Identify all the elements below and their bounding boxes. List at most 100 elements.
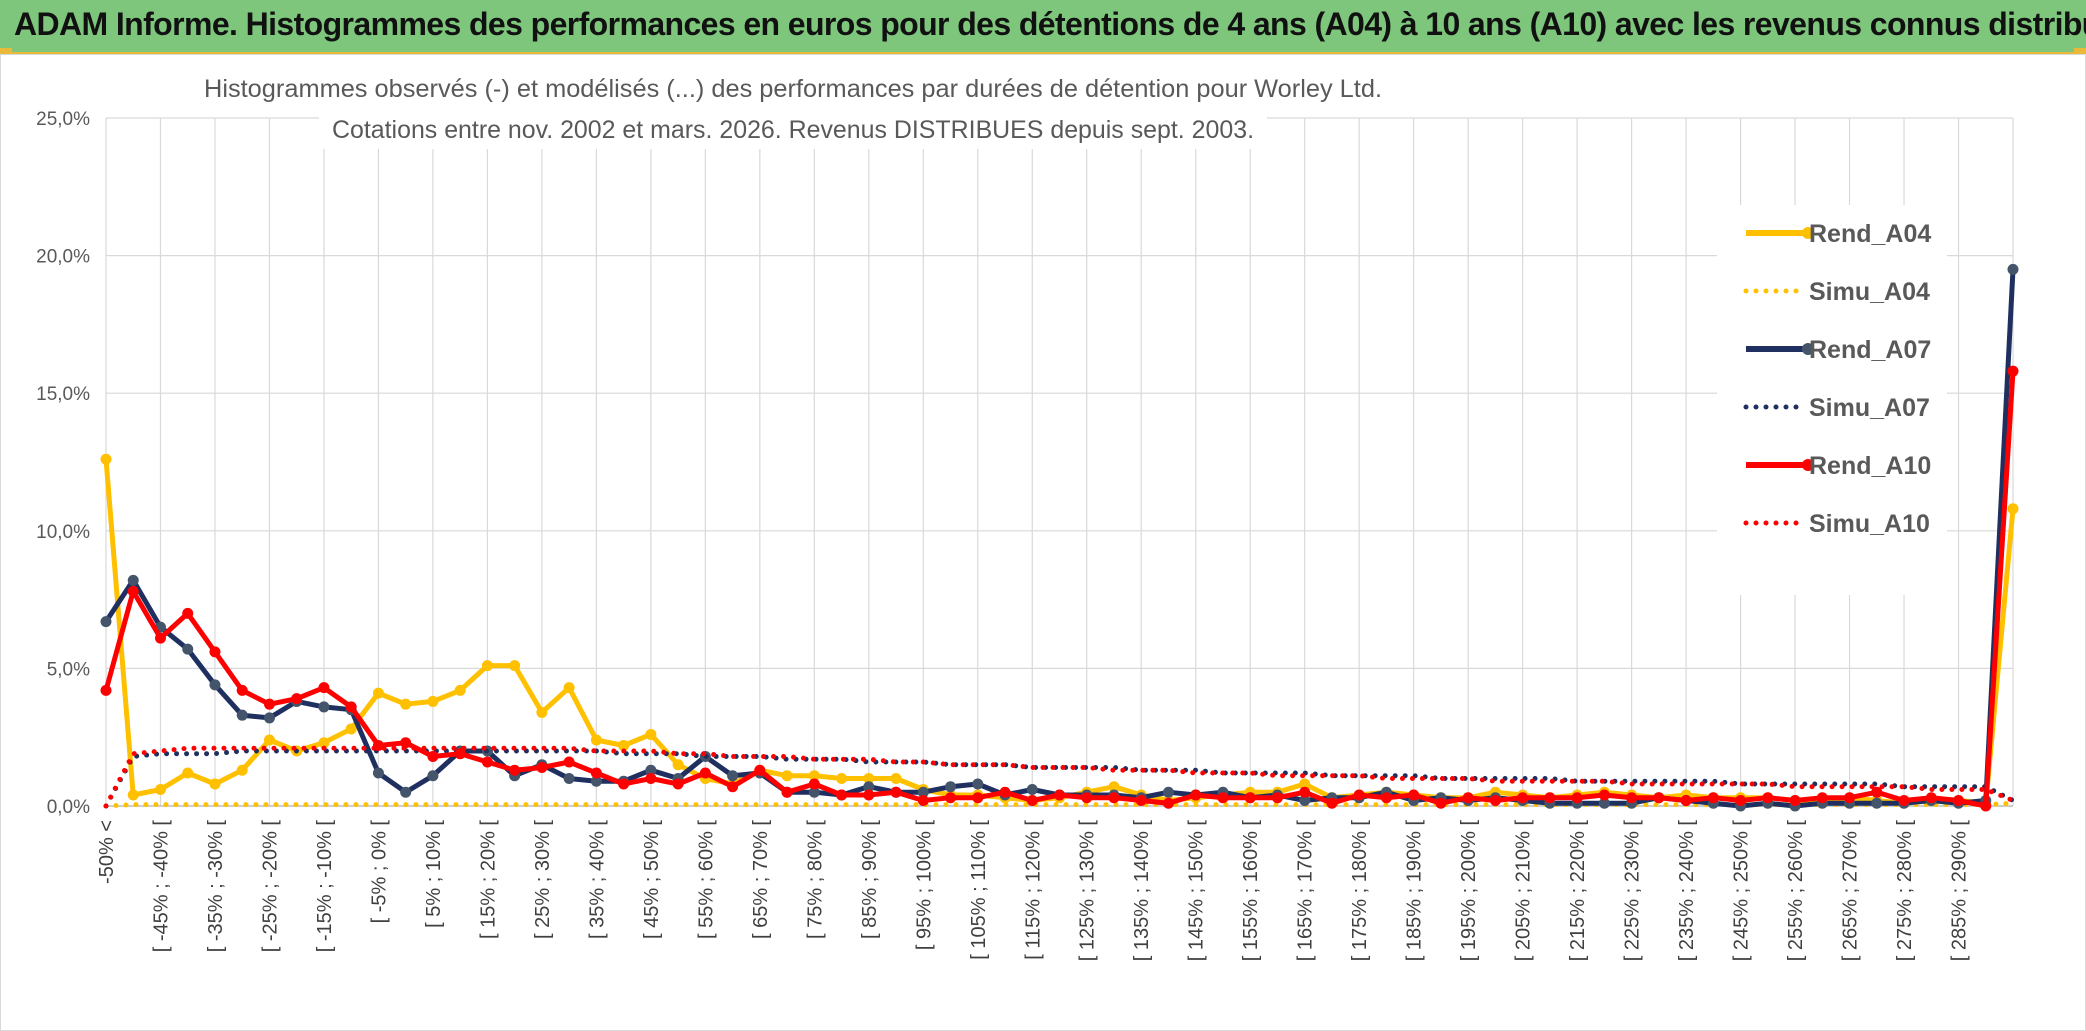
x-tick-label: [ 155% ; 160% [ xyxy=(1240,820,1262,962)
data-point xyxy=(672,759,684,771)
data-point xyxy=(1980,800,1992,812)
x-tick-label: [ -5% ; 0% [ xyxy=(368,820,390,924)
data-point xyxy=(1598,789,1610,801)
x-tick-label: [ 115% ; 120% [ xyxy=(1022,820,1044,960)
data-point xyxy=(1408,789,1420,801)
legend-marker xyxy=(1802,227,1814,239)
data-point xyxy=(400,698,412,710)
data-point xyxy=(1026,794,1038,806)
data-point xyxy=(182,767,194,779)
data-point xyxy=(536,761,548,773)
data-point xyxy=(1925,792,1937,804)
data-point xyxy=(1353,789,1365,801)
data-point xyxy=(400,737,412,749)
series-layer xyxy=(100,263,2019,812)
data-point xyxy=(1380,792,1392,804)
data-point xyxy=(863,789,875,801)
x-tick-label: [ 235% ; 240% [ xyxy=(1676,820,1698,962)
data-point xyxy=(263,698,275,710)
x-tick-label: [ -35% ; -30% [ xyxy=(205,820,227,953)
series-Simu_A10 xyxy=(103,745,2016,809)
legend-item-Rend_A10: Rend_A10 xyxy=(1746,452,1931,480)
data-point xyxy=(454,748,466,760)
data-point xyxy=(1190,789,1202,801)
data-point xyxy=(1435,797,1447,809)
data-point xyxy=(917,794,929,806)
data-point xyxy=(1626,792,1638,804)
x-tick-label: [ 15% ; 20% [ xyxy=(477,820,499,939)
data-point xyxy=(1326,797,1338,809)
data-point xyxy=(481,660,493,672)
data-point xyxy=(1871,797,1883,809)
x-tick-label: [ 85% ; 90% [ xyxy=(859,820,881,939)
data-point xyxy=(100,453,112,465)
y-tick-label: 10,0% xyxy=(36,522,90,543)
data-point xyxy=(509,764,521,776)
data-point xyxy=(209,679,221,691)
data-point xyxy=(2007,365,2019,377)
data-point xyxy=(345,723,357,735)
data-point xyxy=(318,701,330,713)
corner-accent-right xyxy=(2074,48,2086,54)
data-point xyxy=(509,660,521,672)
data-point xyxy=(127,789,139,801)
data-point xyxy=(1517,792,1529,804)
data-point xyxy=(808,786,820,798)
data-point xyxy=(427,750,439,762)
data-point xyxy=(563,756,575,768)
data-point xyxy=(154,632,166,644)
data-point xyxy=(100,616,112,628)
data-point xyxy=(890,786,902,798)
data-point xyxy=(1135,794,1147,806)
legend-layer: Rend_A04 Simu_A04 Rend_A07 Simu_A07 Rend_A10… xyxy=(1717,205,1947,595)
data-point xyxy=(917,786,929,798)
data-point xyxy=(1762,792,1774,804)
data-point xyxy=(672,778,684,790)
data-point xyxy=(808,778,820,790)
data-point xyxy=(781,786,793,798)
data-point xyxy=(1544,792,1556,804)
legend-label: Rend_A04 xyxy=(1809,220,1931,248)
data-point xyxy=(345,701,357,713)
x-tick-label: [ 185% ; 190% [ xyxy=(1404,820,1426,962)
data-point xyxy=(1162,786,1174,798)
data-point xyxy=(890,772,902,784)
x-tick-label: [ 105% ; 110% [ xyxy=(968,820,990,960)
data-point xyxy=(1299,778,1311,790)
data-point xyxy=(1054,789,1065,801)
series-Simu_A07 xyxy=(103,748,2016,809)
data-point xyxy=(127,574,139,586)
series-line-Simu_A07 xyxy=(103,748,2016,809)
data-point xyxy=(291,693,303,705)
x-tick-label: [ 45% ; 50% [ xyxy=(641,820,663,939)
y-tick-label: 25,0% xyxy=(36,109,90,130)
y-tick-label: 5,0% xyxy=(47,659,90,680)
legend-label: Simu_A04 xyxy=(1809,278,1930,306)
chart-frame: 0,0% 5,0% 10,0% 15,0% 20,0% 25,0% -50% < [ -45%… xyxy=(0,54,2086,1031)
data-point xyxy=(699,767,711,779)
data-point xyxy=(263,712,275,724)
data-point xyxy=(236,709,248,721)
data-point xyxy=(1244,792,1256,804)
data-point xyxy=(754,764,766,776)
data-point xyxy=(1299,794,1311,806)
data-point xyxy=(1898,794,1910,806)
x-tick-label: [ 215% ; 220% [ xyxy=(1567,820,1589,962)
x-tick-label: [ 95% ; 100% [ xyxy=(913,820,935,951)
x-tick-label: [ 35% ; 40% [ xyxy=(586,820,608,939)
chart-subtitle: Cotations entre nov. 2002 et mars. 2026.… xyxy=(332,116,1254,144)
report-banner: ADAM Informe. Histogrammes des performan… xyxy=(0,0,2086,54)
data-point xyxy=(618,778,630,790)
x-tick-label: [ 275% ; 280% [ xyxy=(1894,820,1916,962)
data-point xyxy=(945,781,957,793)
data-point xyxy=(1789,794,1801,806)
y-tick-label: 15,0% xyxy=(36,384,90,405)
series-line-Simu_A10 xyxy=(103,745,2016,809)
legend-box xyxy=(1717,205,1947,595)
data-point xyxy=(427,770,439,782)
data-point xyxy=(590,775,602,787)
data-point xyxy=(127,585,139,597)
x-tick-label: [ 55% ; 60% [ xyxy=(695,820,717,939)
chart-title: Histogrammes observés (-) et modélisés (… xyxy=(204,75,1382,103)
data-point xyxy=(972,792,984,804)
